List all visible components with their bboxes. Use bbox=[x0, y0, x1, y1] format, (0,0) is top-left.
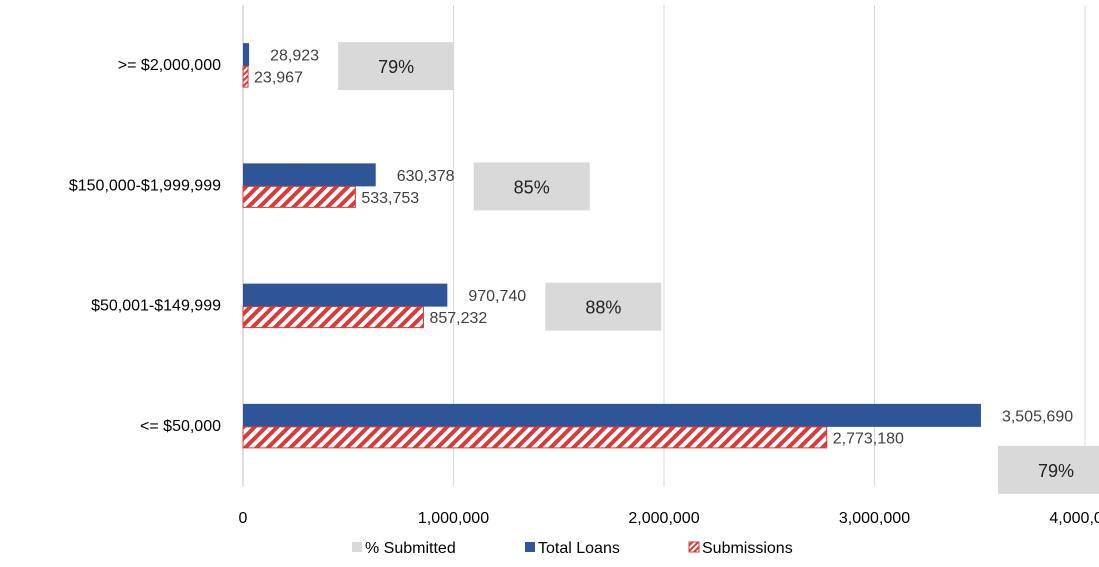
legend-percent-submitted-label: % Submitted bbox=[365, 540, 456, 557]
category-label: $150,000-$1,999,999 bbox=[69, 177, 221, 194]
data-label-submissions: 23,967 bbox=[254, 70, 303, 87]
bar-submissions bbox=[242, 185, 356, 208]
legend: % Submitted Total Loans Submissions bbox=[352, 540, 793, 557]
percent-submitted-label: 79% bbox=[1038, 461, 1074, 481]
legend-total-loans-swatch bbox=[525, 542, 535, 552]
percent-submitted-box bbox=[473, 162, 590, 211]
category-label: >= $2,000,000 bbox=[118, 57, 221, 74]
data-label-submissions: 533,753 bbox=[361, 190, 419, 207]
data-label-submissions: 857,232 bbox=[429, 310, 487, 327]
legend-percent-submitted-swatch bbox=[352, 542, 362, 552]
legend-submissions-label: Submissions bbox=[702, 540, 793, 557]
bar-submissions bbox=[242, 65, 249, 88]
x-tick-label: 1,000,000 bbox=[418, 510, 489, 527]
data-label-total-loans: 28,923 bbox=[270, 48, 319, 65]
percent-submitted-box bbox=[545, 282, 662, 331]
percent-submitted-label: 88% bbox=[585, 298, 621, 318]
x-tick-label: 4,000,000 bbox=[1049, 510, 1099, 527]
x-tick-label: 2,000,000 bbox=[628, 510, 699, 527]
legend-submissions-swatch bbox=[688, 541, 700, 553]
category-label: $50,001-$149,999 bbox=[91, 298, 221, 315]
data-label-total-loans: 3,505,690 bbox=[1002, 408, 1073, 425]
bars bbox=[242, 43, 981, 449]
labels: >= $2,000,000 28,923 23,967 $150,000-$1,999… bbox=[69, 42, 1099, 494]
bar-total-loans bbox=[243, 43, 250, 67]
x-tick-label: 0 bbox=[239, 510, 248, 527]
percent-submitted-box bbox=[998, 445, 1099, 494]
legend-total-loans-label: Total Loans bbox=[538, 540, 620, 557]
bar-total-loans bbox=[243, 403, 981, 427]
bar-total-loans bbox=[243, 283, 448, 307]
bar-submissions bbox=[242, 426, 828, 449]
percent-submitted-label: 79% bbox=[378, 57, 414, 77]
bar-total-loans bbox=[243, 163, 376, 187]
bar-submissions bbox=[242, 306, 424, 329]
percent-submitted-label: 85% bbox=[514, 177, 550, 197]
category-label: <= $50,000 bbox=[140, 418, 221, 435]
data-label-total-loans: 970,740 bbox=[468, 288, 526, 305]
data-label-total-loans: 630,378 bbox=[397, 168, 455, 185]
x-tick-label: 3,000,000 bbox=[839, 510, 910, 527]
data-label-submissions: 2,773,180 bbox=[833, 430, 904, 447]
percent-submitted-box bbox=[338, 42, 455, 91]
